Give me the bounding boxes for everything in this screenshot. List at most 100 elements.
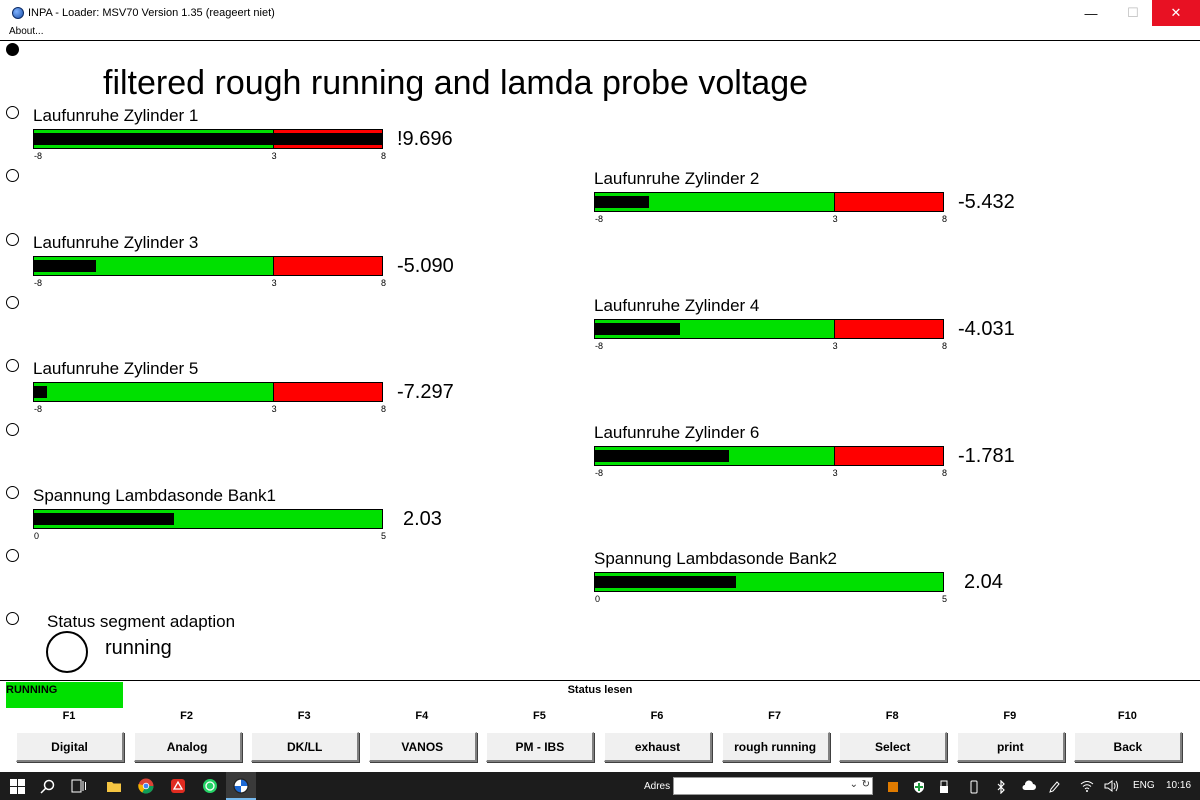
gauge-red-zone xyxy=(833,193,943,211)
fkey-label-f4: F4 xyxy=(415,710,429,722)
gauge-red-zone xyxy=(272,257,382,275)
gauge-fill xyxy=(595,196,650,208)
gauge-fill xyxy=(595,450,730,462)
fkey-button-f7[interactable]: rough running xyxy=(721,732,830,762)
main-panel: filtered rough running and lamda probe v… xyxy=(0,41,1200,681)
fkey-button-f8[interactable]: Select xyxy=(839,732,948,762)
gauge-zylinder-4: Laufunruhe Zylinder 4 -8 3 8 -4.031 xyxy=(594,296,1034,358)
bluetooth-icon[interactable] xyxy=(995,779,1007,797)
chevron-down-icon[interactable]: ⌄ xyxy=(849,779,858,790)
gauge-tick-label: 8 xyxy=(942,468,948,478)
fkey-label-f10: F10 xyxy=(1117,710,1137,722)
gauge-bar xyxy=(594,192,944,212)
selection-radio-8[interactable] xyxy=(6,549,19,562)
gauge-zylinder-2: Laufunruhe Zylinder 2 -8 3 8 -5.432 xyxy=(594,169,1034,231)
gauge-value: -5.090 xyxy=(397,255,454,277)
app-tray-icon[interactable] xyxy=(886,780,900,797)
file-explorer-icon[interactable] xyxy=(106,778,122,794)
selection-radio-4[interactable] xyxy=(6,296,19,309)
gauge-red-zone xyxy=(833,447,943,465)
fkey-label-f7: F7 xyxy=(768,710,782,722)
gauge-fill xyxy=(34,133,382,145)
menu-about[interactable]: About... xyxy=(9,26,44,37)
gauge-tick-label: 3 xyxy=(832,468,838,478)
usb-icon[interactable] xyxy=(938,780,950,797)
shield-icon[interactable] xyxy=(912,780,926,797)
gauge-value: -1.781 xyxy=(958,445,1015,467)
selection-radio-7[interactable] xyxy=(6,486,19,499)
gauge-tick-label: -8 xyxy=(595,214,604,224)
task-view-icon[interactable] xyxy=(71,778,87,794)
pdf-reader-icon[interactable] xyxy=(170,778,186,794)
whatsapp-icon[interactable] xyxy=(202,778,218,794)
usb-device-icon[interactable] xyxy=(968,780,980,797)
wifi-icon[interactable] xyxy=(1080,780,1094,795)
selection-radio-1[interactable] xyxy=(6,106,19,119)
gauge-label: Laufunruhe Zylinder 3 xyxy=(33,233,199,252)
clock[interactable]: 10:16 xyxy=(1166,780,1192,791)
selection-radio-top[interactable] xyxy=(6,43,19,56)
title-bar: INPA - Loader: MSV70 Version 1.35 (reage… xyxy=(0,0,1200,26)
pen-icon[interactable] xyxy=(1048,780,1060,797)
gauge-bar xyxy=(33,509,383,529)
gauge-tick-label: 8 xyxy=(381,151,387,161)
fkey-button-f9[interactable]: print xyxy=(956,732,1065,762)
selection-radio-2[interactable] xyxy=(6,169,19,182)
gauge-tick-label: 3 xyxy=(832,214,838,224)
fkey-label-f5: F5 xyxy=(532,710,546,722)
gauge-label: Spannung Lambdasonde Bank2 xyxy=(594,549,837,568)
inpa-icon[interactable] xyxy=(233,778,249,794)
fkey-button-f6[interactable]: exhaust xyxy=(604,732,712,762)
gauge-tick-label: -8 xyxy=(34,151,43,161)
gauge-tick-label: -8 xyxy=(34,404,43,414)
gauge-tick-label: 8 xyxy=(381,404,387,414)
fkey-button-f4[interactable]: VANOS xyxy=(368,732,477,762)
gauge-lambda-bank2: Spannung Lambdasonde Bank2 0 5 2.04 xyxy=(594,549,1034,611)
volume-icon[interactable] xyxy=(1104,780,1120,795)
windows-taskbar: Adres ⌄ ↻ ENG 10 xyxy=(0,772,1200,800)
cloud-icon[interactable] xyxy=(1022,780,1036,795)
gauge-fill xyxy=(595,323,680,335)
gauge-value: 2.04 xyxy=(964,571,1003,593)
selection-radio-9[interactable] xyxy=(6,612,19,625)
language-indicator[interactable]: ENG xyxy=(1133,780,1155,791)
address-input[interactable]: ⌄ ↻ xyxy=(673,777,873,795)
gauge-tick-label: -8 xyxy=(595,341,604,351)
fkey-button-f3[interactable]: DK/LL xyxy=(251,732,360,762)
gauge-label: Laufunruhe Zylinder 6 xyxy=(594,423,760,442)
gauge-tick-label: 3 xyxy=(271,278,277,288)
fkey-button-f5[interactable]: PM - IBS xyxy=(486,732,595,762)
search-icon[interactable] xyxy=(39,778,55,794)
status-segment-label: Status segment adaption xyxy=(47,612,236,631)
close-button[interactable]: ✕ xyxy=(1152,0,1200,26)
status-lesen-label: Status lesen xyxy=(567,684,633,696)
gauge-value: 2.03 xyxy=(403,508,442,530)
gauge-tick-label: 8 xyxy=(942,214,948,224)
gauge-lambda-bank1: Spannung Lambdasonde Bank1 0 5 2.03 xyxy=(33,486,473,548)
refresh-icon[interactable]: ↻ xyxy=(861,779,870,790)
selection-radio-3[interactable] xyxy=(6,233,19,246)
fkey-label-f6: F6 xyxy=(650,710,664,722)
gauge-tick-label: 0 xyxy=(34,531,40,541)
menu-divider xyxy=(0,40,1200,41)
chrome-icon[interactable] xyxy=(138,778,154,794)
windows-start-icon[interactable] xyxy=(9,778,25,794)
fkey-button-f10[interactable]: Back xyxy=(1074,732,1183,762)
selection-radio-6[interactable] xyxy=(6,423,19,436)
maximize-button[interactable]: ☐ xyxy=(1127,5,1139,20)
selection-radio-5[interactable] xyxy=(6,359,19,372)
fkey-button-f1[interactable]: Digital xyxy=(16,732,124,762)
gauge-bar xyxy=(33,129,383,149)
gauge-bar xyxy=(594,319,944,339)
gauge-tick-label: 5 xyxy=(942,594,948,604)
gauge-tick-label: 0 xyxy=(595,594,601,604)
gauge-label: Laufunruhe Zylinder 4 xyxy=(594,296,760,315)
fkey-button-f2[interactable]: Analog xyxy=(133,732,242,762)
minimize-button[interactable]: — xyxy=(1084,5,1098,21)
address-label: Adres xyxy=(644,781,671,792)
gauge-red-zone xyxy=(833,320,943,338)
gauge-fill xyxy=(34,386,48,398)
gauge-zylinder-5: Laufunruhe Zylinder 5 -8 3 8 -7.297 xyxy=(33,359,473,421)
gauge-tick-label: 3 xyxy=(832,341,838,351)
gauge-value: -5.432 xyxy=(958,191,1015,213)
